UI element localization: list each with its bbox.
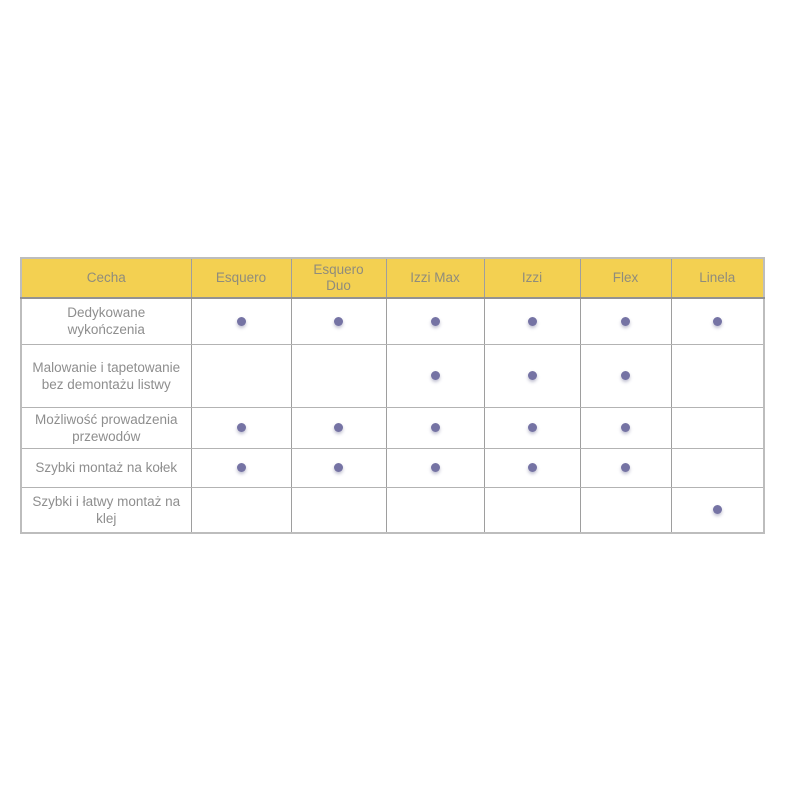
header-cell-esquero: Esquero [190, 257, 292, 299]
feature-cell [385, 343, 485, 408]
feature-available-dot [236, 462, 246, 472]
feature-available-dot [430, 316, 440, 326]
feature-cell [483, 297, 581, 345]
table-row: Szybki i łatwy montaż na klej [20, 486, 765, 534]
feature-available-dot [334, 422, 343, 432]
header-cell-izzi-max: Izzi Max [385, 257, 485, 299]
feature-label: Dedykowane wykończenia [20, 297, 192, 345]
feature-cell [290, 447, 387, 488]
feature-available-dot [621, 370, 630, 380]
feature-cell [483, 343, 581, 408]
feature-label: Szybki montaż na kołek [20, 447, 192, 488]
feature-available-dot [236, 316, 246, 326]
feature-available-dot [527, 370, 537, 380]
feature-cell [579, 486, 672, 534]
feature-cell [385, 406, 485, 449]
feature-cell [385, 297, 485, 345]
feature-cell [385, 486, 485, 534]
feature-cell [483, 406, 581, 449]
feature-label: Szybki i łatwy montaż na klej [20, 486, 192, 534]
feature-cell [385, 447, 485, 488]
table-row: Szybki montaż na kołek [20, 447, 765, 488]
feature-available-dot [527, 422, 537, 432]
feature-cell [579, 447, 672, 488]
feature-label: Możliwość prowadzenia przewodów [20, 406, 192, 449]
feature-cell [670, 486, 765, 534]
feature-available-dot [621, 422, 630, 432]
feature-available-dot [430, 462, 440, 472]
feature-cell [190, 447, 292, 488]
table-row: Malowanie i tapetowanie bez demontażu li… [20, 343, 765, 408]
header-cell-cecha: Cecha [20, 257, 192, 299]
feature-comparison-table: Cecha Esquero Esquero Duo Izzi Max Izzi … [20, 257, 765, 534]
feature-cell [190, 297, 292, 345]
feature-cell [483, 447, 581, 488]
table-row: Dedykowane wykończenia [20, 297, 765, 345]
feature-cell [290, 406, 387, 449]
header-cell-izzi: Izzi [483, 257, 581, 299]
feature-available-dot [621, 462, 630, 472]
feature-cell [579, 406, 672, 449]
table-row: Możliwość prowadzenia przewodów [20, 406, 765, 449]
feature-cell [670, 447, 765, 488]
feature-label: Malowanie i tapetowanie bez demontażu li… [20, 343, 192, 408]
feature-available-dot [712, 316, 722, 326]
feature-available-dot [236, 422, 246, 432]
feature-cell [579, 343, 672, 408]
feature-cell [190, 406, 292, 449]
feature-available-dot [430, 422, 440, 432]
feature-available-dot [527, 462, 537, 472]
feature-available-dot [430, 370, 440, 380]
feature-cell [190, 343, 292, 408]
feature-cell [670, 343, 765, 408]
feature-cell [290, 343, 387, 408]
feature-available-dot [527, 316, 537, 326]
feature-cell [290, 486, 387, 534]
feature-available-dot [334, 462, 343, 472]
feature-available-dot [334, 316, 343, 326]
feature-cell [483, 486, 581, 534]
header-row: Cecha Esquero Esquero Duo Izzi Max Izzi … [20, 257, 765, 299]
feature-cell [579, 297, 672, 345]
feature-available-dot [621, 316, 630, 326]
feature-available-dot [712, 505, 722, 515]
header-cell-flex: Flex [579, 257, 672, 299]
feature-comparison-wrapper: Cecha Esquero Esquero Duo Izzi Max Izzi … [20, 257, 765, 534]
header-cell-esquero-duo: Esquero Duo [290, 257, 387, 299]
feature-cell [670, 406, 765, 449]
feature-cell [190, 486, 292, 534]
feature-cell [670, 297, 765, 345]
feature-cell [290, 297, 387, 345]
header-cell-linela: Linela [670, 257, 765, 299]
